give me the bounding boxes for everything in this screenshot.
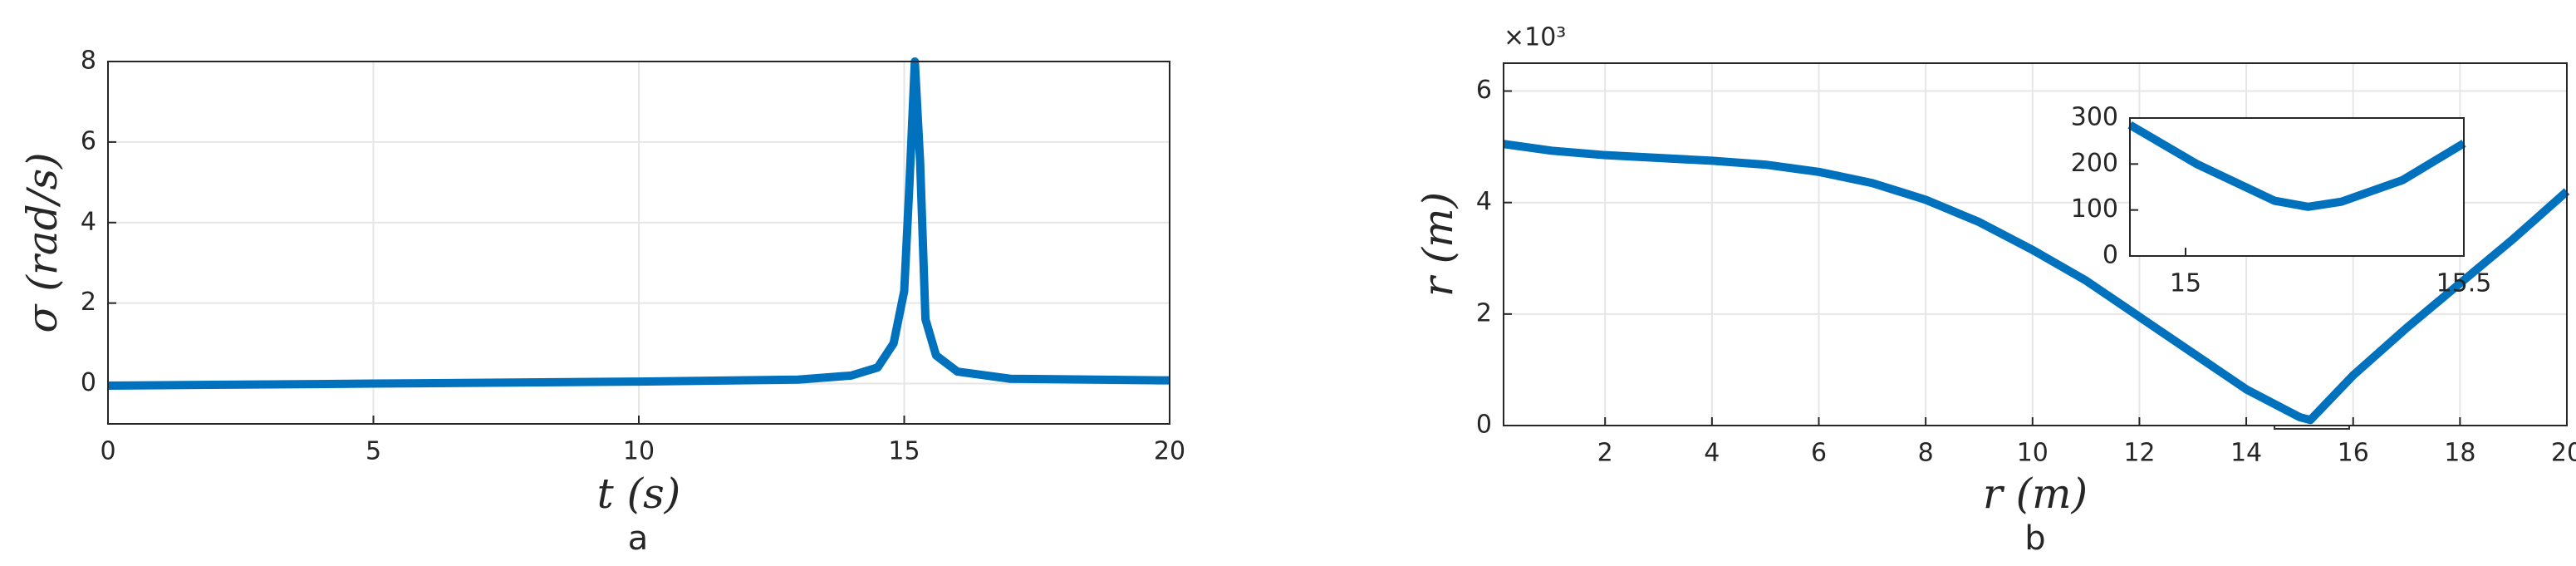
plot-area [2130,118,2464,256]
x-tick-label: 18 [2444,439,2475,468]
x-tick-label: 15 [2170,269,2201,298]
axes-box [107,61,1170,425]
y-axis-label: r (m) [1414,192,1462,297]
x-tick-label: 8 [1918,439,1934,468]
x-tick-label: 2 [1597,439,1613,468]
y-tick-label: 6 [81,126,96,155]
y-tick-label: 200 [2071,149,2118,178]
x-tick-label: 0 [100,437,115,466]
caption: b [2024,519,2045,558]
axes-box [1503,62,2568,426]
x-tick-label: 10 [623,437,655,466]
x-tick-label: 10 [2017,439,2049,468]
x-tick-label: 15.5 [2436,269,2492,298]
x-axis-label: r (m) [1983,470,2088,518]
y-tick-label: 300 [2071,103,2118,132]
x-tick-label: 20 [1154,437,1185,466]
y-tick-label: 8 [81,47,96,76]
x-tick-label: 6 [1811,439,1827,468]
y-tick-label: 100 [2071,194,2118,224]
x-tick-label: 16 [2338,439,2369,468]
data-line [1503,140,2570,425]
x-tick-label: 20 [2551,439,2576,468]
axes-box [2129,117,2465,257]
y-tick-label: 0 [2103,241,2118,270]
y-tick-label: 6 [1476,76,1492,105]
y-tick-label: 0 [1476,411,1492,440]
y-axis-label: σ (rad/s) [18,152,66,332]
x-tick-label: 12 [2123,439,2155,468]
y-tick-label: 2 [81,288,96,317]
x-axis-label: t (s) [597,470,681,518]
caption: a [628,519,649,558]
data-line [107,57,1170,390]
x-tick-label: 5 [366,437,381,466]
x-tick-label: 15 [888,437,920,466]
y-tick-label: 4 [81,207,96,236]
y-tick-label: 0 [81,368,96,397]
y-exponent: ×10³ [1504,23,1566,52]
data-line [2127,121,2466,211]
x-tick-label: 14 [2230,439,2262,468]
y-tick-label: 4 [1476,187,1492,216]
y-tick-label: 2 [1476,298,1492,327]
x-tick-label: 4 [1704,439,1720,468]
